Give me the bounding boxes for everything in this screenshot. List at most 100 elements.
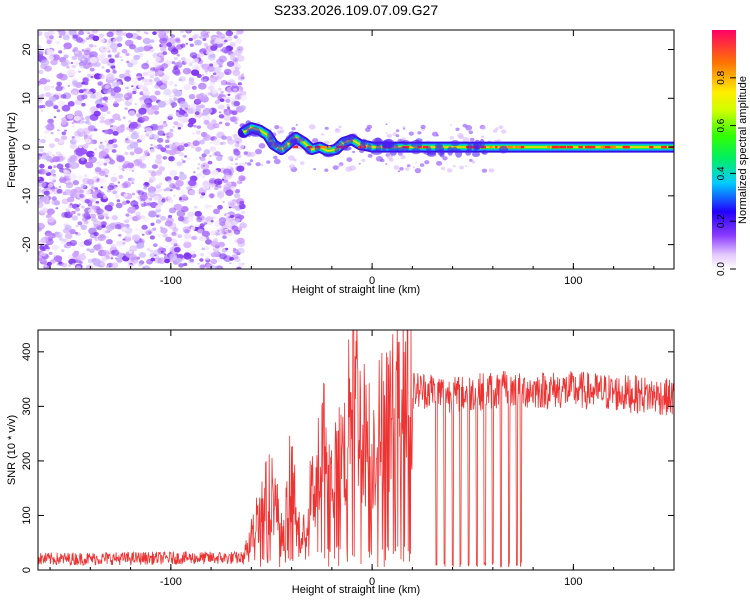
noise-speckle (121, 226, 128, 232)
noise-speckle (127, 62, 134, 68)
noise-speckle (92, 153, 96, 156)
noise-speckle (481, 135, 485, 138)
noise-speckle (226, 213, 230, 217)
noise-speckle (48, 44, 52, 47)
noise-speckle (68, 30, 77, 36)
noise-speckle (122, 116, 126, 120)
noise-speckle (187, 122, 194, 128)
noise-speckle (71, 64, 77, 69)
noise-speckle (74, 61, 80, 66)
noise-speckle (217, 204, 223, 210)
noise-speckle (202, 115, 211, 122)
noise-speckle (210, 137, 215, 141)
signal-hotspot (566, 145, 570, 149)
noise-speckle (39, 77, 48, 85)
noise-speckle (94, 61, 101, 68)
noise-speckle (338, 125, 342, 129)
signal-blob (367, 142, 372, 152)
noise-speckle (209, 141, 213, 144)
noise-speckle (161, 198, 166, 203)
noise-speckle (108, 58, 115, 64)
noise-speckle (100, 38, 105, 43)
noise-speckle (113, 173, 116, 176)
noise-speckle (77, 221, 83, 226)
noise-speckle (91, 30, 99, 34)
noise-speckle (72, 251, 79, 258)
noise-speckle (116, 199, 121, 203)
noise-speckle (233, 256, 240, 262)
noise-speckle (138, 107, 147, 115)
noise-speckle (197, 262, 200, 265)
noise-speckle (223, 184, 231, 190)
noise-speckle (117, 93, 124, 98)
noise-speckle (60, 135, 68, 141)
noise-speckle (47, 216, 55, 223)
noise-speckle (100, 116, 105, 121)
noise-speckle (231, 110, 238, 115)
noise-speckle (188, 80, 195, 86)
noise-speckle (71, 124, 76, 128)
noise-speckle (149, 46, 153, 49)
noise-speckle (166, 132, 174, 138)
noise-speckle (85, 37, 90, 40)
noise-speckle (109, 124, 114, 128)
noise-speckle (129, 140, 135, 145)
noise-speckle (56, 73, 63, 79)
noise-speckle (232, 69, 241, 77)
noise-speckle (488, 168, 495, 173)
noise-speckle (124, 151, 129, 156)
noise-speckle (160, 250, 164, 253)
noise-speckle (178, 78, 182, 81)
noise-speckle (120, 59, 124, 62)
noise-speckle (143, 45, 151, 52)
noise-speckle (126, 224, 130, 227)
noise-speckle (137, 161, 145, 168)
noise-speckle (113, 86, 122, 93)
noise-speckle (172, 194, 176, 197)
noise-speckle (183, 241, 192, 249)
noise-speckle (118, 174, 124, 179)
noise-speckle (183, 107, 189, 112)
noise-speckle (260, 163, 264, 167)
noise-speckle (173, 97, 178, 101)
noise-speckle (157, 199, 162, 203)
noise-speckle (83, 88, 91, 95)
noise-speckle (172, 125, 176, 129)
noise-speckle (397, 151, 403, 156)
noise-speckle (205, 239, 212, 245)
noise-speckle (225, 189, 234, 196)
noise-speckle (78, 157, 88, 165)
noise-speckle (67, 196, 75, 203)
noise-speckle (471, 160, 476, 164)
noise-speckle (123, 92, 133, 100)
noise-speckle (64, 129, 67, 132)
noise-speckle (44, 65, 52, 72)
noise-speckle (150, 222, 155, 226)
noise-speckle (162, 51, 168, 56)
noise-speckle (70, 188, 78, 195)
noise-speckle (83, 30, 90, 33)
noise-speckle (229, 172, 233, 176)
noise-speckle (157, 125, 164, 130)
noise-speckle (218, 64, 223, 68)
noise-speckle (217, 104, 225, 110)
noise-speckle (412, 166, 415, 169)
noise-speckle (51, 244, 60, 251)
signal-blob (305, 146, 311, 155)
noise-speckle (148, 176, 156, 182)
noise-speckle (143, 186, 148, 190)
noise-speckle (44, 129, 50, 134)
noise-speckle (38, 69, 44, 75)
noise-speckle (100, 261, 107, 267)
noise-speckle (132, 200, 136, 203)
noise-speckle (234, 121, 238, 125)
noise-speckle (189, 250, 195, 256)
noise-speckle (219, 142, 224, 145)
noise-speckle (74, 231, 78, 235)
noise-speckle (184, 30, 192, 34)
noise-speckle (165, 187, 171, 192)
noise-speckle (436, 160, 443, 166)
noise-speckle (152, 31, 157, 35)
signal-hotspot (622, 145, 629, 149)
noise-speckle (295, 124, 298, 126)
